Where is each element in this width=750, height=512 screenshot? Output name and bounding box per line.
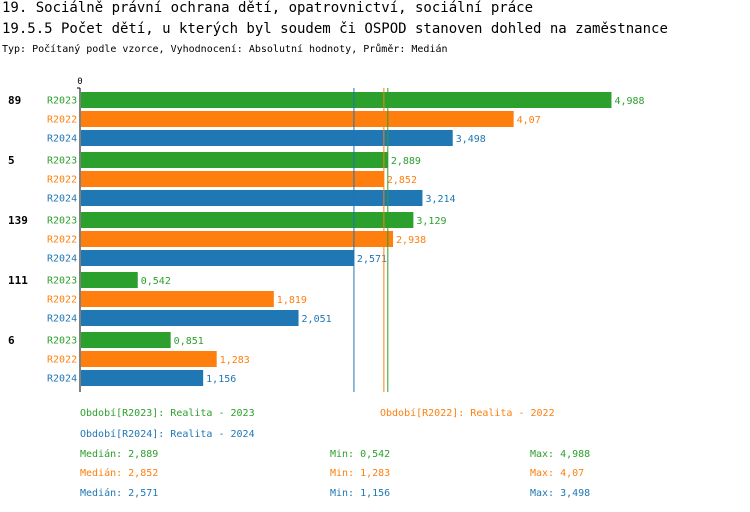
bar	[81, 152, 388, 168]
chart-title: 19. Sociálně právní ochrana dětí, opatro…	[2, 0, 534, 16]
data-label: 0,851	[174, 336, 204, 347]
data-label: 2,852	[387, 175, 417, 186]
series-label: R2024	[47, 254, 77, 265]
data-label: 1,283	[220, 355, 250, 366]
series-label: R2024	[47, 314, 77, 325]
series-label: R2023	[47, 156, 77, 167]
bar	[81, 250, 354, 266]
series-label: R2024	[47, 134, 77, 145]
bar	[81, 212, 414, 228]
data-label: 3,498	[456, 134, 486, 145]
data-label: 3,129	[416, 216, 446, 227]
series-label: R2022	[47, 235, 77, 246]
bar	[81, 332, 171, 348]
series-label: R2023	[47, 276, 77, 287]
series-label: R2022	[47, 115, 77, 126]
series-label: R2022	[47, 175, 77, 186]
category-label: 89	[8, 94, 21, 107]
series-label: R2024	[47, 194, 77, 205]
data-label: 0,542	[141, 276, 171, 287]
chart-subtitle: 19.5.5 Počet dětí, u kterých byl soudem …	[2, 21, 668, 37]
series-label: R2023	[47, 216, 77, 227]
series-label: R2022	[47, 295, 77, 306]
category-label: 111	[8, 274, 28, 287]
bar	[81, 291, 274, 307]
data-label: 2,571	[357, 254, 387, 265]
x-tick-label-zero: 0	[77, 77, 82, 87]
data-label: 2,051	[302, 314, 332, 325]
bar	[81, 92, 612, 108]
bar	[81, 130, 453, 146]
series-label: R2023	[47, 336, 77, 347]
data-label: 4,988	[614, 96, 644, 107]
bar	[81, 272, 138, 288]
category-label: 6	[8, 334, 15, 347]
bar	[81, 351, 217, 367]
bar	[81, 370, 204, 386]
bar	[81, 310, 299, 326]
data-label: 3,214	[425, 194, 455, 205]
category-label: 139	[8, 214, 28, 227]
chart-info: Typ: Počítaný podle vzorce, Vyhodnocení:…	[2, 44, 448, 55]
bar	[81, 190, 423, 206]
series-label: R2022	[47, 355, 77, 366]
data-label: 1,156	[206, 374, 236, 385]
data-label: 2,938	[396, 235, 426, 246]
bar	[81, 111, 514, 127]
bar	[81, 231, 394, 247]
data-label: 1,819	[277, 295, 307, 306]
data-label: 4,07	[517, 115, 541, 126]
bar	[81, 171, 384, 187]
category-label: 5	[8, 154, 15, 167]
series-label: R2023	[47, 96, 77, 107]
series-label: R2024	[47, 374, 77, 385]
data-label: 2,889	[391, 156, 421, 167]
